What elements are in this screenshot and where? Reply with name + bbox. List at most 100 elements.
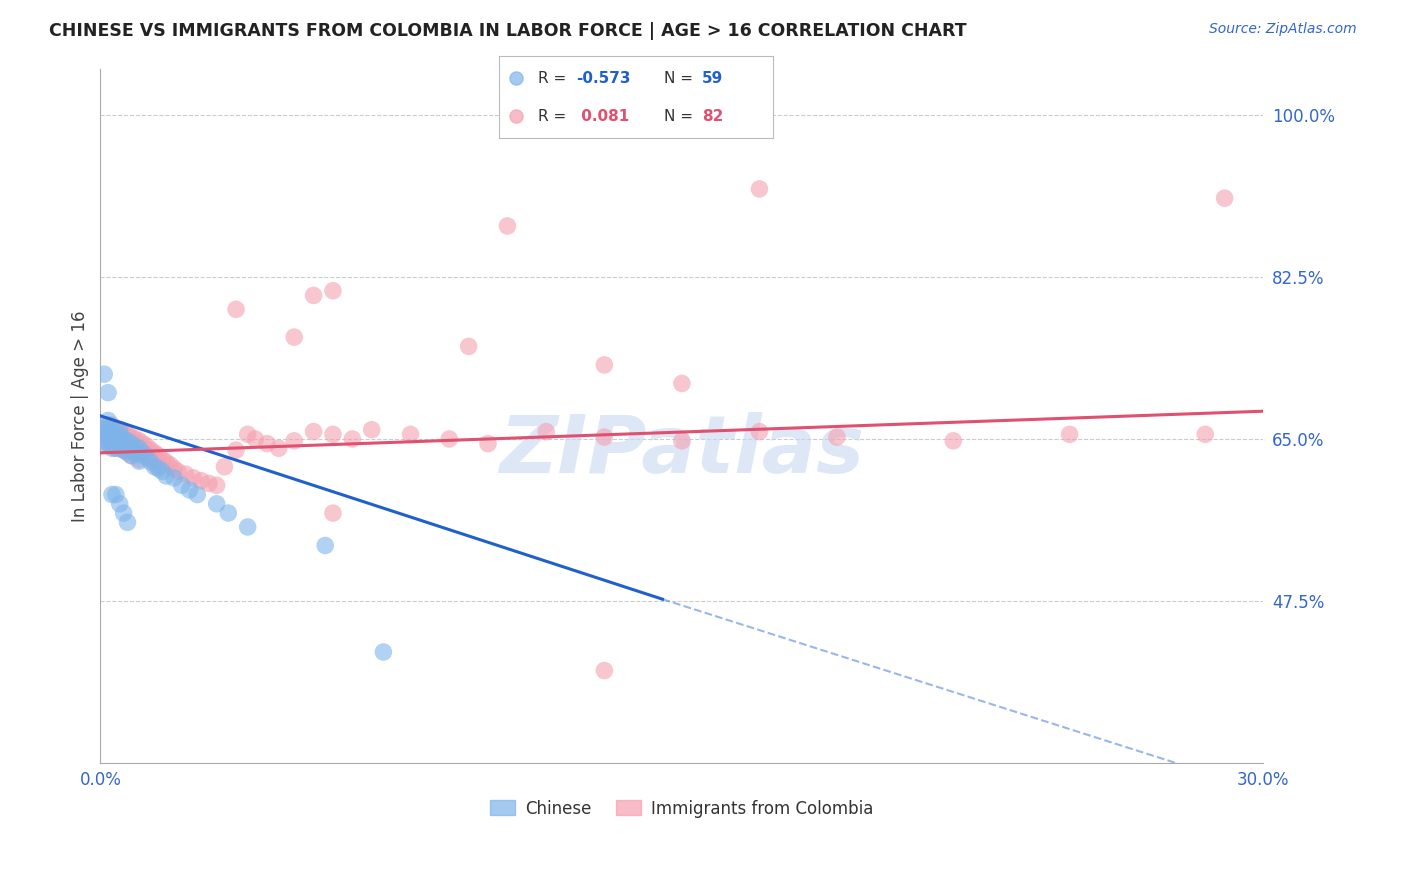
Point <box>236 520 259 534</box>
Point <box>148 449 170 463</box>
Point <box>217 506 239 520</box>
Point <box>132 446 155 460</box>
Point <box>342 432 364 446</box>
Point <box>97 413 120 427</box>
Y-axis label: In Labor Force | Age > 16: In Labor Force | Age > 16 <box>72 310 89 522</box>
Point <box>748 182 770 196</box>
Point <box>748 425 770 439</box>
Point <box>93 436 115 450</box>
Text: Source: ZipAtlas.com: Source: ZipAtlas.com <box>1209 22 1357 37</box>
Point <box>97 436 120 450</box>
Point <box>139 443 162 458</box>
Point <box>148 461 170 475</box>
Point <box>205 478 228 492</box>
Point <box>108 423 131 437</box>
Point <box>139 455 162 469</box>
Point <box>112 506 135 520</box>
Point <box>132 436 155 450</box>
Point <box>117 436 139 450</box>
Point <box>101 427 124 442</box>
Point <box>399 427 422 442</box>
Point <box>1213 191 1236 205</box>
Point <box>477 436 499 450</box>
Point <box>671 434 693 448</box>
Point <box>128 454 150 468</box>
Point <box>135 449 157 463</box>
Point <box>104 442 127 456</box>
Text: N =: N = <box>664 70 697 86</box>
Point <box>236 427 259 442</box>
Point <box>112 425 135 439</box>
Point <box>143 459 166 474</box>
Point <box>117 439 139 453</box>
Point <box>104 423 127 437</box>
Point <box>155 455 177 469</box>
Point <box>302 288 325 302</box>
Point <box>245 432 267 446</box>
Point <box>108 423 131 437</box>
Point <box>104 487 127 501</box>
Text: R =: R = <box>537 70 571 86</box>
Text: -0.573: -0.573 <box>576 70 630 86</box>
Point <box>283 434 305 448</box>
Point <box>283 330 305 344</box>
Point <box>112 443 135 458</box>
Point <box>148 459 170 474</box>
Point <box>112 432 135 446</box>
Point <box>97 418 120 433</box>
Point <box>132 446 155 460</box>
Point <box>108 434 131 448</box>
Point <box>104 427 127 442</box>
Point <box>143 446 166 460</box>
Point <box>97 423 120 437</box>
Point <box>93 423 115 437</box>
Point <box>593 358 616 372</box>
Legend: Chinese, Immigrants from Colombia: Chinese, Immigrants from Colombia <box>484 793 880 824</box>
Point <box>104 432 127 446</box>
Point <box>97 436 120 450</box>
Point <box>135 450 157 465</box>
Point <box>117 434 139 448</box>
Point <box>101 436 124 450</box>
Point <box>128 452 150 467</box>
Point <box>108 497 131 511</box>
Point <box>186 487 208 501</box>
Point <box>117 427 139 442</box>
Point <box>143 455 166 469</box>
Point <box>135 439 157 453</box>
Point <box>112 434 135 448</box>
Point <box>117 445 139 459</box>
Point <box>93 423 115 437</box>
Point <box>117 516 139 530</box>
Text: 82: 82 <box>702 109 724 124</box>
Point <box>97 427 120 442</box>
Point <box>439 432 461 446</box>
Point <box>120 439 142 453</box>
Point <box>322 284 344 298</box>
Point <box>183 471 205 485</box>
Point <box>593 664 616 678</box>
Point <box>190 474 212 488</box>
Point <box>120 449 142 463</box>
Point <box>170 478 193 492</box>
Point <box>322 427 344 442</box>
Point <box>128 442 150 456</box>
Point <box>120 430 142 444</box>
Point <box>159 458 181 472</box>
Point <box>505 109 527 123</box>
Point <box>112 443 135 458</box>
Point <box>205 497 228 511</box>
Point <box>373 645 395 659</box>
Point <box>155 469 177 483</box>
Point <box>496 219 519 233</box>
Point <box>101 427 124 442</box>
Point <box>97 418 120 433</box>
Point <box>1059 427 1081 442</box>
Point <box>124 446 146 460</box>
Point <box>104 432 127 446</box>
Point <box>101 418 124 433</box>
Point <box>124 442 146 456</box>
Point <box>302 425 325 439</box>
Point <box>360 423 382 437</box>
Point <box>505 71 527 86</box>
